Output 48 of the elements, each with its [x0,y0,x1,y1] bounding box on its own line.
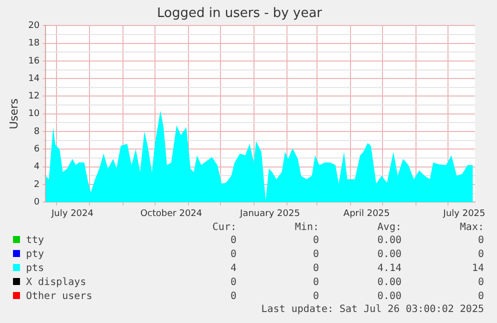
text: 0 [312,234,319,248]
text: 4 [229,262,236,276]
x-tick-label: July 2024 [50,208,94,219]
x-tick-label: October 2024 [140,208,202,219]
text: 14 [470,262,484,276]
text: 0 [476,248,484,262]
text: 0.00 [376,234,402,248]
text: 4.14 [376,262,402,276]
text: Max: [458,222,484,234]
text: Cur: [211,222,236,234]
y-tick-label: 12 [28,92,40,102]
text: 0.00 [376,248,402,262]
y-axis-title: Users [7,98,20,130]
text: 0 [312,290,319,304]
y-tick-label: 4 [34,162,40,172]
text: 0 [229,290,236,304]
text: 0.00 [376,290,402,304]
legend-label: pts [25,262,46,276]
y-tick-label: 0 [34,198,40,208]
x-tick-label: April 2025 [343,208,390,219]
legend-label: X displays [25,276,88,290]
y-tick-label: 20 [28,20,40,31]
y-tick-label: 2 [34,180,40,190]
x-tick-label: July 2025 [442,208,486,219]
legend-label: tty [25,234,46,248]
text: 0 [476,276,484,290]
text: 0 [312,262,319,276]
text: Last update: Sat Jul 26 03:00:02 2025 [260,304,484,316]
text: 0 [229,234,236,248]
text: 0 [229,248,236,262]
text: 0 [476,290,484,304]
y-tick-label: 6 [34,144,40,155]
x-tick-label: January 2025 [239,208,300,219]
legend-label: Other users [25,290,94,304]
y-tick-label: 14 [28,74,40,84]
y-tick-label: 16 [28,56,40,66]
text: 0 [476,234,484,248]
text: 0 [229,276,236,290]
chart-title: Logged in users - by year [156,6,323,22]
y-tick-label: 8 [34,126,40,137]
legend-label: pty [25,248,46,262]
text: 0 [312,248,319,262]
text: Min: [294,222,319,234]
y-tick-label: 10 [28,109,40,120]
y-tick-label: 18 [28,38,40,49]
text: 0.00 [376,276,402,290]
text: 0 [312,276,319,290]
text: Avg: [376,222,402,234]
